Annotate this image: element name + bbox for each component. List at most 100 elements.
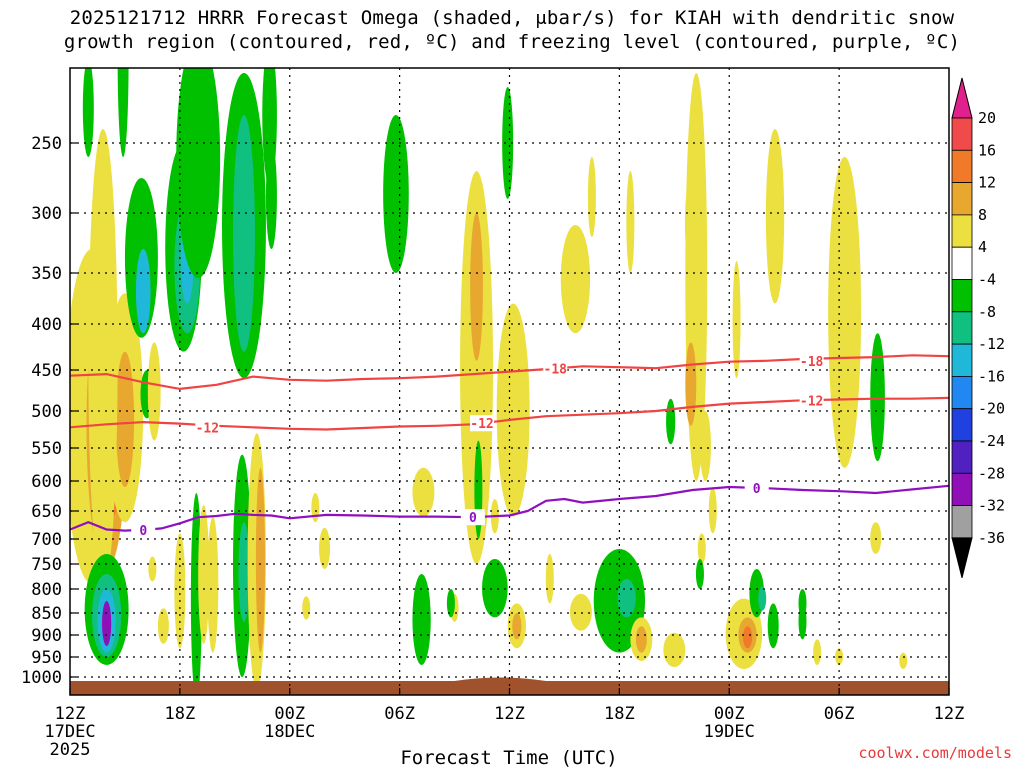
colorbar-legend: 20 16 12 8 4 -4 -8 -12 -16 -20 -24 -28 -32 -36	[951, 77, 1005, 579]
omega-shade-55	[626, 171, 635, 273]
colorbar-top-arrow	[951, 77, 973, 119]
dgz-label-4: -12	[800, 394, 823, 409]
colorbar-label-1: 16	[978, 141, 996, 159]
freezing-level-label-0: 0	[139, 524, 147, 539]
y-tick-label-450: 450	[31, 361, 62, 381]
omega-shade-67	[699, 411, 711, 481]
omega-shade-66	[732, 261, 741, 379]
omega-shade-23	[174, 533, 186, 649]
y-tick-label-1000: 1000	[21, 668, 62, 688]
y-tick-label-350: 350	[31, 264, 62, 284]
colorbar-label-8: -16	[978, 367, 1005, 385]
omega-shade-34	[265, 143, 277, 249]
freezing-level-label-2: 0	[753, 482, 761, 497]
x-tick-year-0: 2025	[50, 740, 91, 760]
omega-shade-73	[758, 586, 767, 611]
omega-shade-57	[617, 579, 636, 618]
omega-shade-77	[813, 639, 822, 665]
omega-shade-18	[157, 608, 169, 644]
dgz-label-0: -18	[544, 362, 568, 377]
colorbar-label-13: -36	[978, 529, 1005, 547]
omega-shade-30	[238, 522, 250, 622]
omega-shade-37	[302, 596, 311, 620]
omega-shade-75	[765, 129, 785, 304]
colorbar-label-0: 20	[978, 109, 996, 127]
omega-shade-85	[587, 157, 596, 237]
omega-shade-22	[176, 68, 221, 279]
colorbar-label-7: -12	[978, 335, 1005, 353]
credit-text: coolwx.com/models	[858, 744, 1012, 762]
omega-shade-48	[482, 559, 508, 618]
omega-shade-74	[767, 603, 779, 649]
omega-shade-38	[383, 115, 409, 273]
omega-shade-26	[207, 516, 219, 653]
omega-shade-12	[117, 68, 129, 157]
omega-shade-79	[832, 303, 846, 455]
omega-shade-51	[502, 87, 514, 199]
colorbar-bin-7	[951, 311, 973, 345]
colorbar-bin-4	[951, 214, 973, 248]
y-tick-label-650: 650	[31, 502, 62, 522]
omega-shade-44	[470, 213, 483, 361]
omega-shade-5	[88, 129, 118, 589]
colorbar-bin-8	[951, 343, 973, 377]
x-axis-label: Forecast Time (UTC)	[400, 747, 617, 768]
omega-shade-81	[870, 522, 882, 554]
colorbar-label-10: -24	[978, 432, 1005, 450]
omega-shade-84	[798, 589, 807, 618]
colorbar-label-4: 4	[978, 238, 987, 256]
colorbar-bin-12	[951, 472, 973, 506]
omega-shade-71	[742, 626, 753, 649]
omega-shade-83	[899, 652, 908, 669]
omega-shade-10	[102, 601, 112, 646]
omega-shade-61	[666, 398, 676, 445]
y-tick-label-900: 900	[31, 626, 62, 646]
omega-shade-36	[311, 493, 320, 523]
colorbar-label-12: -32	[978, 497, 1005, 515]
omega-shade-32	[255, 467, 266, 653]
omega-shade-35	[319, 527, 331, 570]
omega-shade-53	[569, 593, 592, 631]
y-tick-label-600: 600	[31, 472, 62, 492]
omega-shade-43	[460, 171, 494, 564]
x-tick-label-5: 18Z	[604, 704, 635, 724]
omega-shade-28	[232, 115, 255, 352]
x-tick-date-0: 17DEC	[44, 722, 95, 742]
omega-shade-78	[828, 157, 862, 468]
omega-shade-62	[697, 533, 706, 564]
freezing-level-label-0-bg	[131, 522, 156, 539]
y-tick-label-300: 300	[31, 204, 62, 224]
colorbar-label-6: -8	[978, 303, 996, 321]
omega-shade-11	[82, 68, 94, 157]
colorbar-bin-1	[951, 117, 973, 151]
chart-title-line-2: growth region (contoured, red, ºC) and f…	[63, 31, 961, 53]
omega-shade-86	[684, 185, 693, 261]
x-tick-label-2: 00Z	[274, 704, 305, 724]
omega-shade-42	[446, 589, 455, 618]
omega-shade-45	[496, 303, 530, 517]
y-tick-label-950: 950	[31, 648, 62, 668]
omega-shade-25	[198, 505, 210, 644]
colorbar-label-2: 12	[978, 174, 996, 192]
omega-shade-68	[708, 487, 717, 534]
y-tick-label-400: 400	[31, 315, 62, 335]
colorbar-bin-11	[951, 440, 973, 474]
colorbar-bin-5	[951, 246, 973, 280]
colorbar-label-9: -20	[978, 400, 1005, 418]
omega-shade-50	[512, 613, 522, 640]
y-tick-label-700: 700	[31, 530, 62, 550]
dgz-label-3-bg	[799, 352, 824, 369]
x-tick-label-7: 06Z	[824, 704, 855, 724]
colorbar-bin-9	[951, 375, 973, 410]
colorbar-label-11: -28	[978, 464, 1005, 482]
colorbar-label-5: -4	[978, 271, 996, 289]
y-tick-label-750: 750	[31, 555, 62, 575]
terrain-bump	[454, 677, 547, 681]
colorbar-bin-3	[951, 182, 973, 216]
omega-shade-6	[95, 143, 111, 352]
x-tick-label-3: 06Z	[384, 704, 415, 724]
y-tick-label-250: 250	[31, 134, 62, 154]
freezing-level-label-1: 0	[469, 511, 477, 526]
omega-shade-14	[135, 249, 151, 334]
